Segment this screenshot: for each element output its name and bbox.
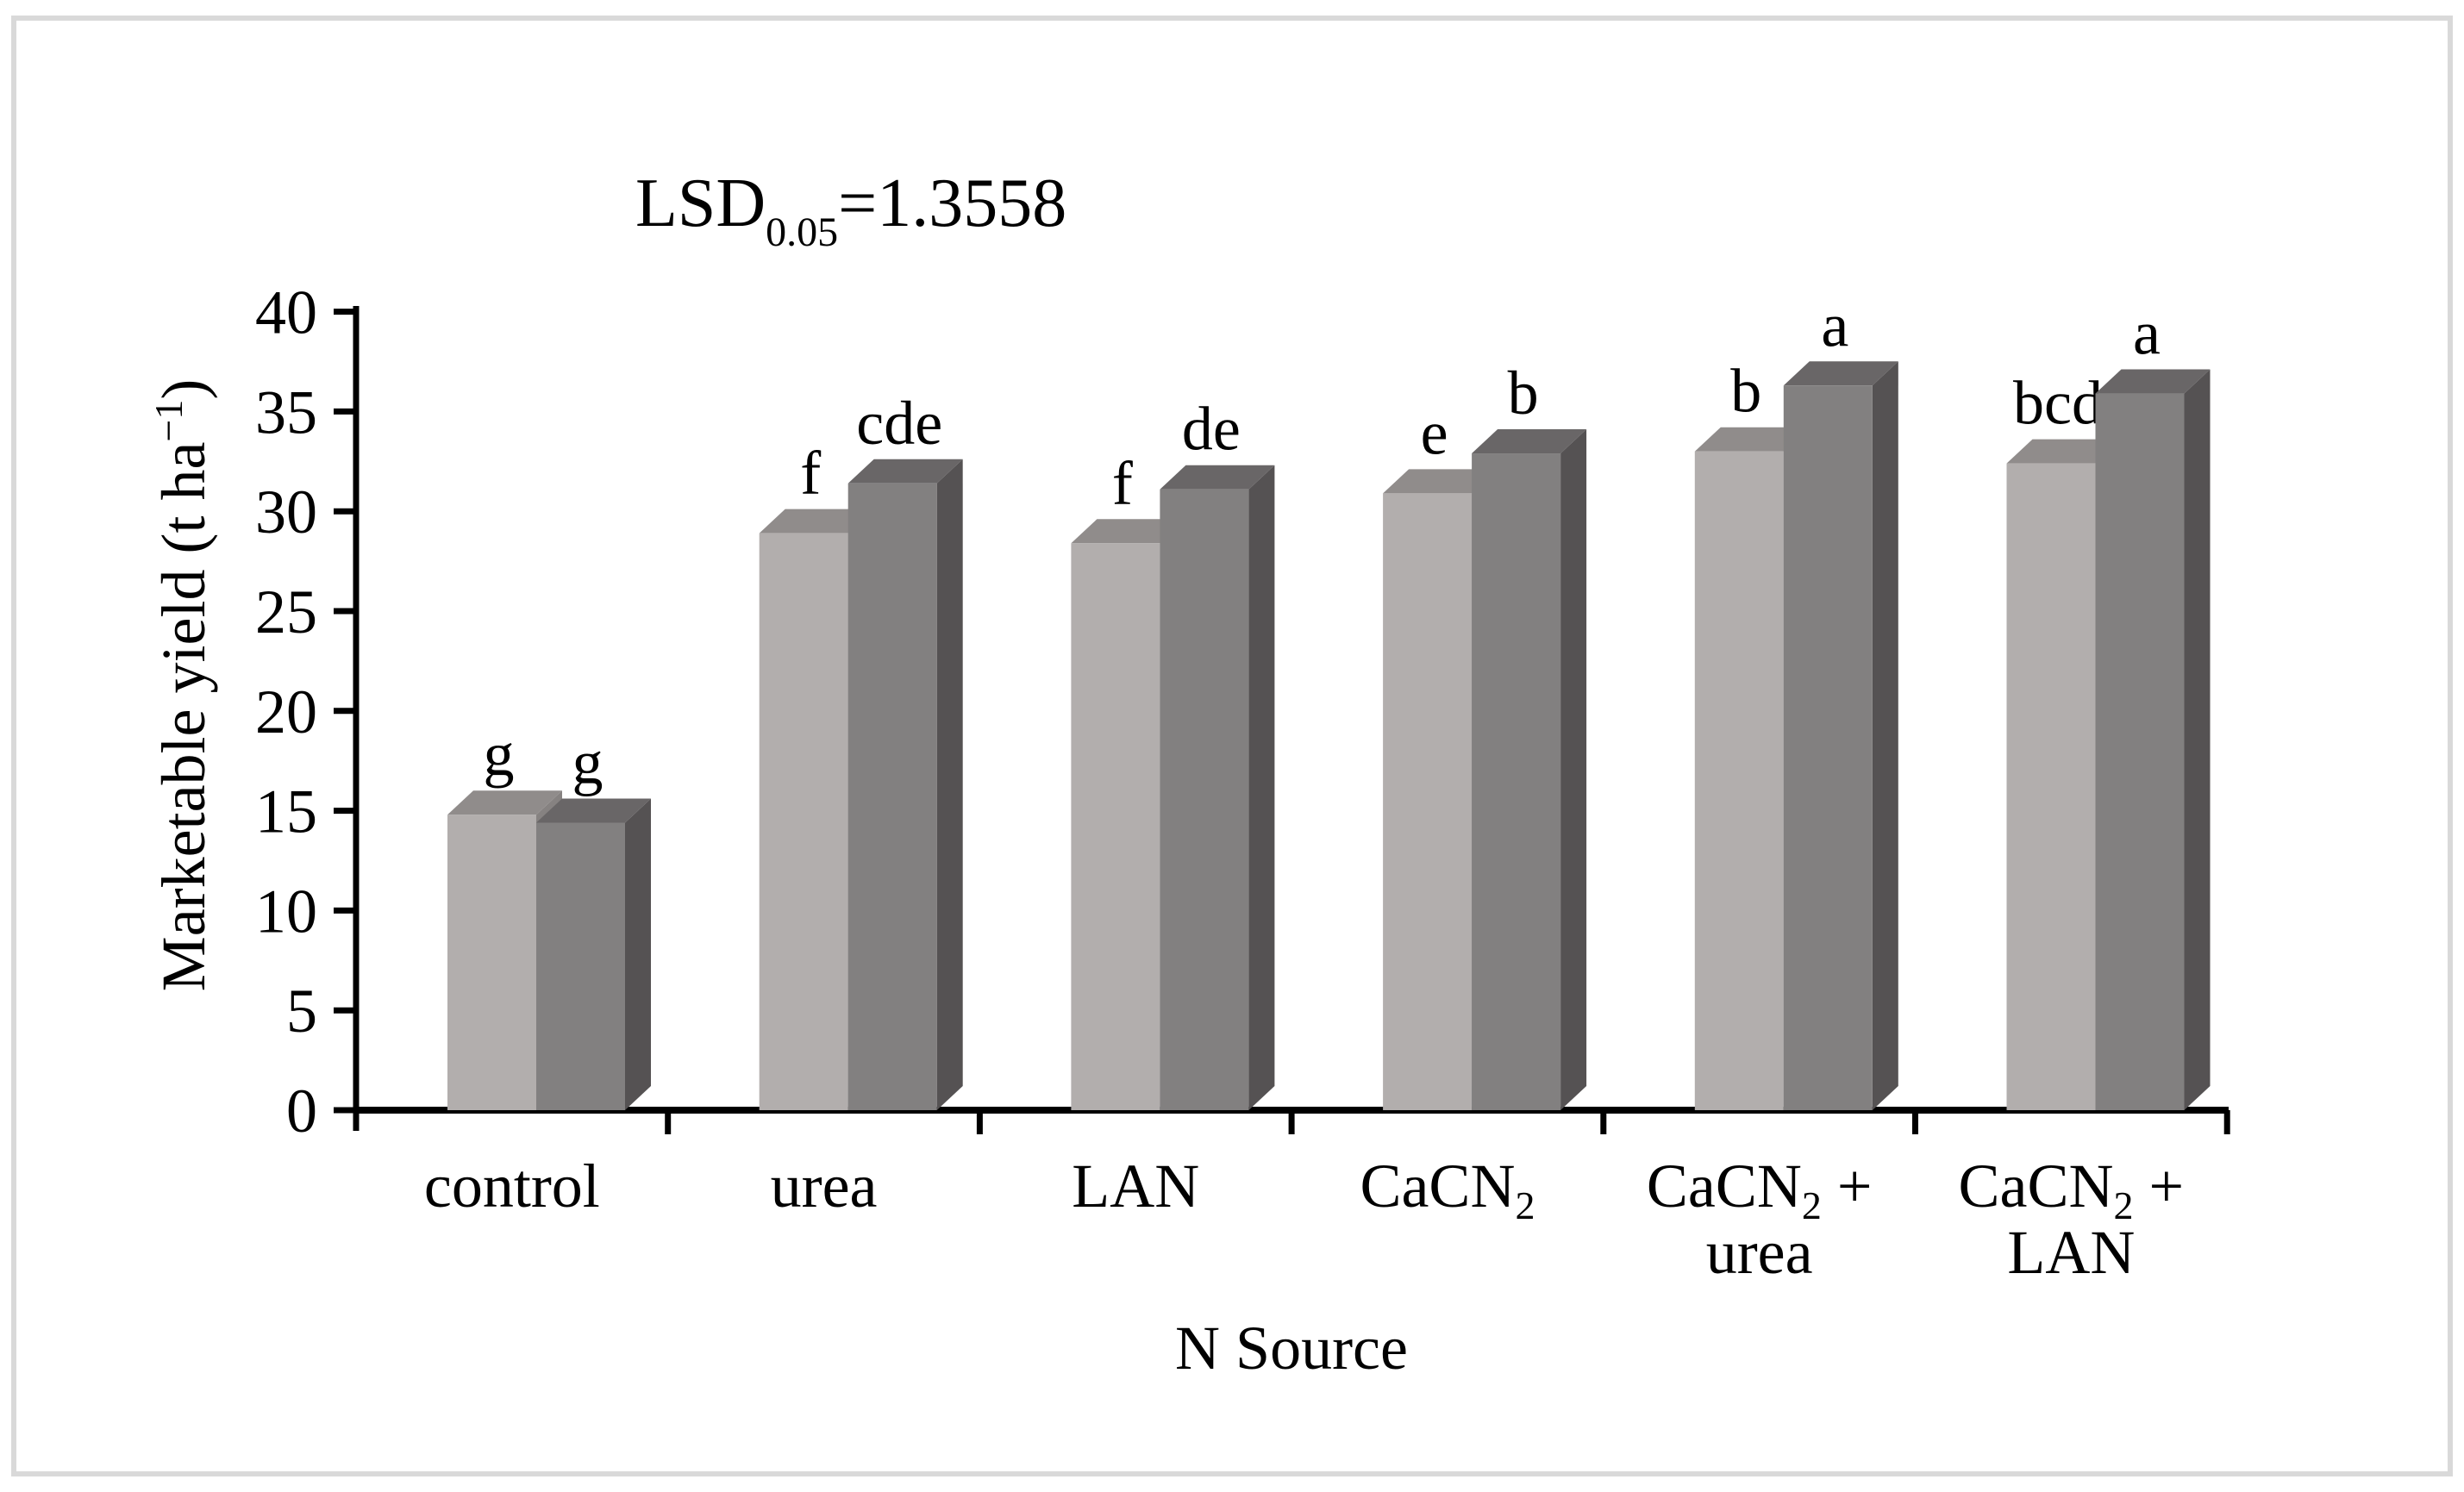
y-tick-label: 15 bbox=[255, 777, 317, 846]
bar-front bbox=[847, 483, 937, 1110]
bar-top bbox=[759, 509, 874, 534]
significance-letter: g bbox=[484, 720, 515, 789]
bar-top bbox=[1383, 469, 1498, 494]
y-tick-label: 25 bbox=[255, 577, 317, 646]
category-label: urea bbox=[1706, 1218, 1813, 1287]
y-tick-label: 0 bbox=[286, 1077, 317, 1146]
y-axis-title: Marketable yield (t ha−1​) bbox=[147, 379, 218, 992]
significance-letter: b bbox=[1730, 357, 1761, 426]
bar-side bbox=[625, 798, 651, 1110]
bar-side bbox=[2184, 369, 2211, 1110]
bar-front bbox=[536, 822, 625, 1110]
significance-letter: b bbox=[1508, 359, 1539, 428]
significance-letter: f bbox=[800, 439, 821, 508]
bar-front bbox=[1160, 489, 1249, 1110]
bar-side bbox=[1248, 465, 1275, 1110]
category-label: LAN bbox=[2007, 1218, 2135, 1287]
category-label: urea bbox=[771, 1152, 878, 1220]
significance-letter: g bbox=[572, 727, 603, 796]
bar-front bbox=[1694, 451, 1784, 1110]
bar-side bbox=[936, 459, 963, 1110]
bar-front bbox=[1472, 453, 1561, 1110]
bar-top bbox=[2095, 369, 2211, 394]
bar-top bbox=[1160, 465, 1275, 490]
category-label: LAN bbox=[1072, 1152, 1199, 1220]
category-label: control bbox=[424, 1152, 600, 1220]
y-tick-label: 10 bbox=[255, 877, 317, 946]
y-tick-label: 35 bbox=[255, 378, 317, 446]
bar-top bbox=[1472, 429, 1587, 454]
bar-top bbox=[2006, 439, 2122, 464]
significance-letter: e bbox=[1421, 398, 1448, 467]
figure-border bbox=[11, 16, 2453, 1476]
lsd-annotation: LSD0.05=1.3558 bbox=[635, 165, 1066, 255]
bar-front bbox=[1783, 385, 1873, 1110]
significance-letter: a bbox=[1821, 290, 1848, 359]
y-tick-label: 20 bbox=[255, 677, 317, 746]
bar-front bbox=[1071, 543, 1160, 1110]
bar-top bbox=[447, 790, 562, 815]
bar-top bbox=[1694, 427, 1810, 452]
bar-front bbox=[2006, 463, 2096, 1110]
y-tick-label: 30 bbox=[255, 478, 317, 546]
bar-top bbox=[1071, 519, 1186, 544]
y-tick-label: 40 bbox=[255, 278, 317, 347]
y-tick-label: 5 bbox=[286, 977, 317, 1046]
bar-top bbox=[1783, 361, 1898, 386]
significance-letter: bcd bbox=[2013, 369, 2103, 438]
significance-letter: a bbox=[2133, 299, 2161, 368]
bar-front bbox=[2095, 393, 2185, 1110]
x-axis-title: N Source bbox=[1175, 1314, 1408, 1383]
bar-front bbox=[1383, 493, 1473, 1110]
significance-letter: cde bbox=[856, 389, 942, 458]
bar-front bbox=[759, 533, 848, 1110]
category-label: CaCN2​ + bbox=[1959, 1152, 2185, 1227]
bar-top bbox=[847, 459, 963, 484]
category-label: CaCN2​ bbox=[1360, 1152, 1535, 1227]
bar-front bbox=[447, 815, 536, 1110]
significance-letter: f bbox=[1112, 448, 1133, 517]
bar-side bbox=[1560, 429, 1587, 1110]
bar-top bbox=[536, 798, 651, 823]
bar-side bbox=[1872, 361, 1898, 1110]
significance-letter: de bbox=[1182, 395, 1241, 464]
category-label: CaCN2​ + bbox=[1647, 1152, 1873, 1227]
